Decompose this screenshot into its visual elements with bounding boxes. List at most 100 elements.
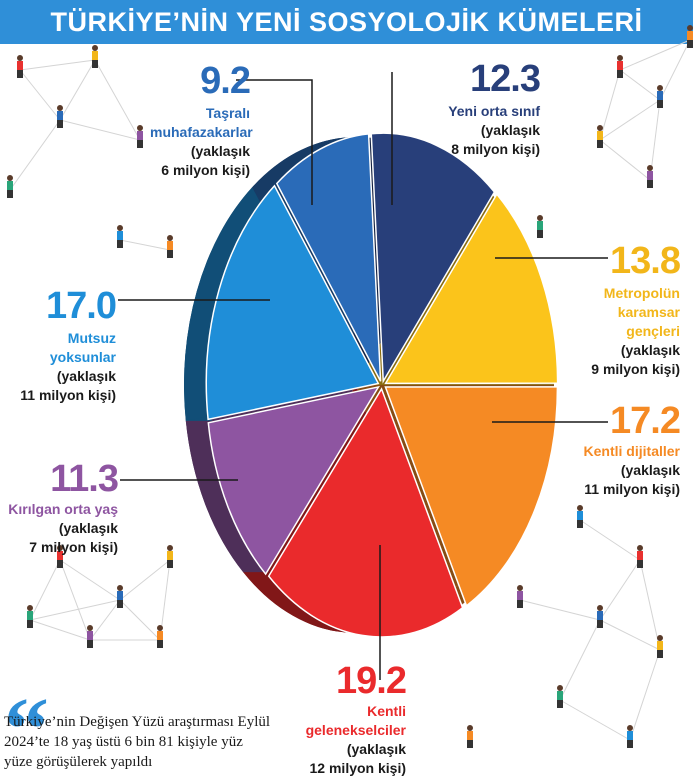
person-body <box>597 131 603 140</box>
pie-slice <box>275 133 382 382</box>
person-body <box>687 31 693 40</box>
person-head <box>657 85 663 91</box>
person-legs <box>597 140 603 148</box>
person-head <box>647 165 653 171</box>
person-legs <box>647 180 653 188</box>
person-legs <box>657 650 663 658</box>
person-legs <box>167 250 173 258</box>
footnote: Türkiye’nin Değişen Yüzü araştırması Eyl… <box>4 714 271 770</box>
person-body <box>617 61 623 70</box>
network-line <box>599 69 621 141</box>
person-legs <box>57 560 63 568</box>
person-legs <box>517 600 523 608</box>
slice-name: gelenekselciler <box>305 722 406 738</box>
person-legs <box>167 560 173 568</box>
person-body <box>627 731 633 740</box>
label-kentli-gelenekselciler: 19.2 Kentli gelenekselciler (yaklaşık 12… <box>300 662 407 778</box>
leader-lines <box>118 72 608 680</box>
person-body <box>167 551 173 560</box>
label-kentli-dijitaller: 17.2 Kentli dijitaller (yaklaşık 11 mily… <box>555 402 681 499</box>
slice-name: Kırılgan orta yaş <box>8 501 118 517</box>
slice-sub: (yaklaşık <box>620 342 680 358</box>
slice-name: karamsar <box>617 304 680 320</box>
page-title: TÜRKİYE’NİN YENİ SOSYOLOJİK KÜMELERİ <box>0 0 693 44</box>
person-body <box>577 511 583 520</box>
slice-sub: 12 milyon kişi) <box>309 760 406 776</box>
person-legs <box>137 140 143 148</box>
person-body <box>637 551 643 560</box>
person-body <box>557 691 563 700</box>
person-head <box>17 55 23 61</box>
person-legs <box>687 40 693 48</box>
person-head <box>27 605 33 611</box>
person-head <box>7 175 13 181</box>
slice-sub: (yaklaşık <box>56 368 116 384</box>
person-head <box>657 635 663 641</box>
person-legs <box>557 700 563 708</box>
person-head <box>167 545 173 551</box>
person-legs <box>117 240 123 248</box>
network-line <box>599 99 661 141</box>
person-head <box>537 215 543 221</box>
person-head <box>617 55 623 61</box>
pie-slice <box>370 132 496 384</box>
person-legs <box>627 740 633 748</box>
person-body <box>87 631 93 640</box>
slice-sub: 7 milyon kişi) <box>29 539 118 555</box>
network-line <box>29 619 91 641</box>
person-legs <box>117 600 123 608</box>
network-line <box>29 599 121 621</box>
network-line <box>29 559 61 621</box>
network-line <box>89 599 121 641</box>
person-legs <box>7 190 13 198</box>
person-legs <box>657 100 663 108</box>
person-head <box>137 125 143 131</box>
network-line <box>19 59 96 71</box>
person-body <box>92 51 98 60</box>
person-legs <box>577 520 583 528</box>
slice-name: Taşralı <box>205 105 250 121</box>
person-body <box>57 551 63 560</box>
slice-sub: 8 milyon kişi) <box>451 141 540 157</box>
person-body <box>597 611 603 620</box>
network-line <box>619 39 691 71</box>
label-metropol: 13.8 Metropolün karamsar gençleri (yakla… <box>560 242 681 379</box>
person-body <box>517 591 523 600</box>
person-body <box>647 171 653 180</box>
person-body <box>167 241 173 250</box>
person-legs <box>92 60 98 68</box>
pie-slice <box>384 386 559 607</box>
person-body <box>467 731 473 740</box>
person-head <box>167 235 173 241</box>
slice-name: gençleri <box>626 323 680 339</box>
quote-icon: “ <box>4 680 49 779</box>
value-label: 12.3 <box>470 58 541 100</box>
value-label: 17.0 <box>46 285 117 327</box>
person-head <box>577 505 583 511</box>
slice-name: Metropolün <box>603 285 680 301</box>
person-legs <box>27 620 33 628</box>
person-body <box>157 631 163 640</box>
person-head <box>517 585 523 591</box>
network-line <box>629 649 661 741</box>
slice-name: Mutsuz <box>67 330 116 346</box>
person-body <box>537 221 543 230</box>
person-head <box>57 105 63 111</box>
slice-name: Kentli <box>367 703 406 719</box>
person-head <box>687 25 693 31</box>
person-body <box>117 231 123 240</box>
person-body <box>57 111 63 120</box>
network-line <box>559 619 601 701</box>
person-head <box>597 125 603 131</box>
value-label: 11.3 <box>50 458 119 500</box>
slice-sub: (yaklaşık <box>620 462 680 478</box>
slice-name: yoksunlar <box>49 349 116 365</box>
person-head <box>157 625 163 631</box>
pie-slice <box>384 192 559 385</box>
person-legs <box>57 120 63 128</box>
network-line <box>559 699 631 741</box>
pie-slices <box>205 132 559 638</box>
person-body <box>657 91 663 100</box>
person-legs <box>467 740 473 748</box>
network-line <box>59 559 91 641</box>
